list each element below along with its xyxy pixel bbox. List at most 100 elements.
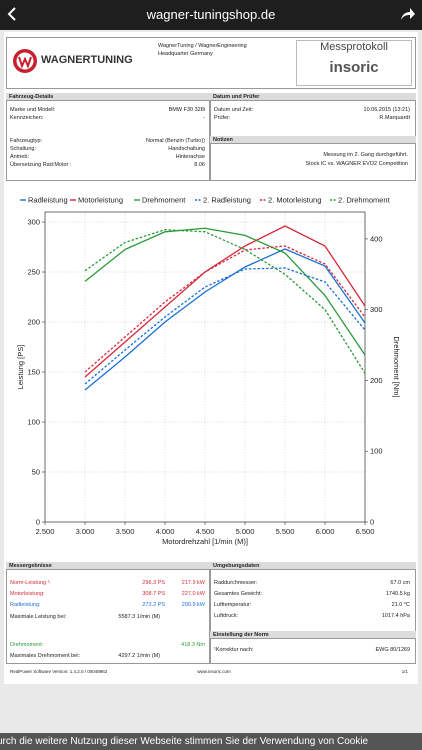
insoric-box (296, 40, 412, 86)
field-label: ¹Korrektur nach: (214, 647, 254, 653)
y2-tick-label: 100 (370, 447, 383, 456)
top-bar (0, 0, 422, 30)
result-value: 5587.3 1/min (M) (118, 614, 160, 620)
y-tick-label: 100 (27, 418, 40, 427)
legend-label: Drehmoment (142, 196, 186, 205)
field-value: EWG 80/1269 (375, 647, 410, 653)
x-tick-label: 5.500 (276, 527, 295, 536)
result-label: Drehmoment: (10, 642, 44, 648)
header-box (6, 37, 416, 89)
section-title: Einstellung der Norm (213, 632, 269, 638)
section-title: Datum und Prüfer (213, 94, 260, 100)
field-value: Hinterachse (175, 154, 205, 160)
field-label: Datum und Zeit: (214, 107, 254, 113)
section-header (6, 562, 210, 570)
note-line: Stock IC vs. WAGNER EVO2 Competition (305, 161, 409, 167)
field-label: Schaltung: (10, 146, 36, 152)
cookie-banner: urch die weitere Nutzung dieser Webseite… (0, 736, 369, 747)
address-line: WagnerTuning / WagnerEngineering (158, 43, 247, 49)
y-tick-label: 0 (36, 518, 40, 527)
x-tick-label: 3.500 (116, 527, 135, 536)
y-axis-title: Leistung [PS] (16, 345, 25, 390)
section-title: Fahrzeug-Details (9, 94, 54, 100)
field-label: Luftdruck: (214, 613, 239, 619)
field-value: R.Marquardt (379, 115, 410, 121)
field-label: Marke und Modell: (10, 107, 56, 113)
result-value: 200.9 kW (181, 602, 205, 608)
y2-tick-label: 200 (370, 376, 383, 385)
chart: 2.500 3.000 3.500 4.000 4.500 5.000 5.500 6.000… (16, 196, 401, 547)
y2-tick-label: 400 (370, 234, 383, 243)
field-value: 21.0 °C (391, 602, 410, 608)
footer-text: www.insoric.com (197, 669, 231, 674)
plot-frame (44, 211, 366, 523)
series-line (84, 227, 366, 356)
result-label: Maximales Drehmoment bei: (10, 653, 80, 659)
section-header (210, 631, 416, 639)
result-label: Radleistung: (10, 602, 41, 608)
footer-text: 1/1 (401, 669, 408, 674)
legend-label: Motorleistung (78, 196, 123, 205)
section-header (6, 93, 210, 101)
legend-label: 2. Drehmoment (338, 196, 391, 205)
share-icon[interactable] (398, 5, 416, 23)
y-tick-label: 300 (27, 218, 40, 227)
result-label: Maximale Leistung bei: (10, 614, 67, 620)
field-label: Antrieb: (10, 154, 29, 160)
field-label: Raddurchmesser: (214, 580, 258, 586)
series-line (84, 229, 366, 374)
result-value: 273.2 PS (142, 602, 165, 608)
y-tick-label: 150 (27, 368, 40, 377)
url: wagner-tuningshop.de (146, 7, 276, 22)
y2-tick-label: 300 (370, 305, 383, 314)
x-tick-label: 6.000 (316, 527, 335, 536)
field-value: BMW F30 328i (168, 107, 205, 113)
result-label: Motorleistung: (10, 591, 45, 597)
y-tick-label: 50 (32, 468, 40, 477)
x-tick-label: 2.500 (36, 527, 55, 536)
field-value: - (203, 115, 205, 121)
y2-axis-title: Drehmoment [Nm] (392, 336, 401, 397)
field-label: Kennzeichen: (10, 115, 44, 121)
result-value: 308.7 PS (142, 591, 165, 597)
footer-text: RealPower Software Version: 1.4.2.0 / 00… (10, 669, 108, 674)
legend-label: 2. Motorleistung (268, 196, 321, 205)
series-line (84, 245, 366, 373)
result-value: 296.3 PS (142, 580, 165, 586)
x-tick-label: 3.000 (76, 527, 95, 536)
section-title: Notizen (213, 137, 233, 143)
field-label: Prüfer: (214, 115, 231, 121)
section-header (210, 136, 416, 144)
section-title: Umgebungsdaten (213, 563, 260, 569)
y-tick-label: 250 (27, 268, 40, 277)
section-title: Messergebnisse (9, 563, 52, 569)
series-line (84, 248, 366, 391)
back-icon[interactable] (6, 6, 18, 22)
note-line: Messung im 2. Gang durchgeführt. (323, 152, 408, 158)
x-axis-title: Motordrehzahl [1/min (M)] (162, 537, 248, 546)
logo-icon (13, 49, 37, 73)
field-label: Fahrzeugtyp: (10, 138, 43, 144)
cookie-banner-bg (0, 733, 422, 750)
result-value: 418.3 Nm (181, 642, 205, 648)
logo-text: WAGNERTUNING (41, 54, 133, 66)
series-line (84, 267, 366, 385)
result-label: Norm-Leistung ¹: (10, 580, 51, 586)
result-value: 227.0 kW (181, 591, 205, 597)
address-line: Headquarter Germany (158, 51, 213, 57)
field-label: Übersetzung Rad:Motor : (10, 162, 72, 168)
y-tick-label: 200 (27, 318, 40, 327)
field-value: 67.0 cm (390, 580, 410, 586)
series-line (84, 225, 366, 378)
result-value: 217.9 kW (181, 580, 205, 586)
x-tick-label: 4.000 (156, 527, 175, 536)
field-value: 8.06 (194, 162, 205, 168)
x-tick-label: 5.000 (236, 527, 255, 536)
field-value: 1017.4 hPa (381, 613, 410, 619)
legend-label: 2. Radleistung (203, 196, 251, 205)
field-value: 1740.5 kg (385, 591, 410, 597)
field-value: Normal (Benzin (Turbo)) (145, 138, 205, 144)
protocol-title: Messprotokoll (320, 41, 388, 53)
